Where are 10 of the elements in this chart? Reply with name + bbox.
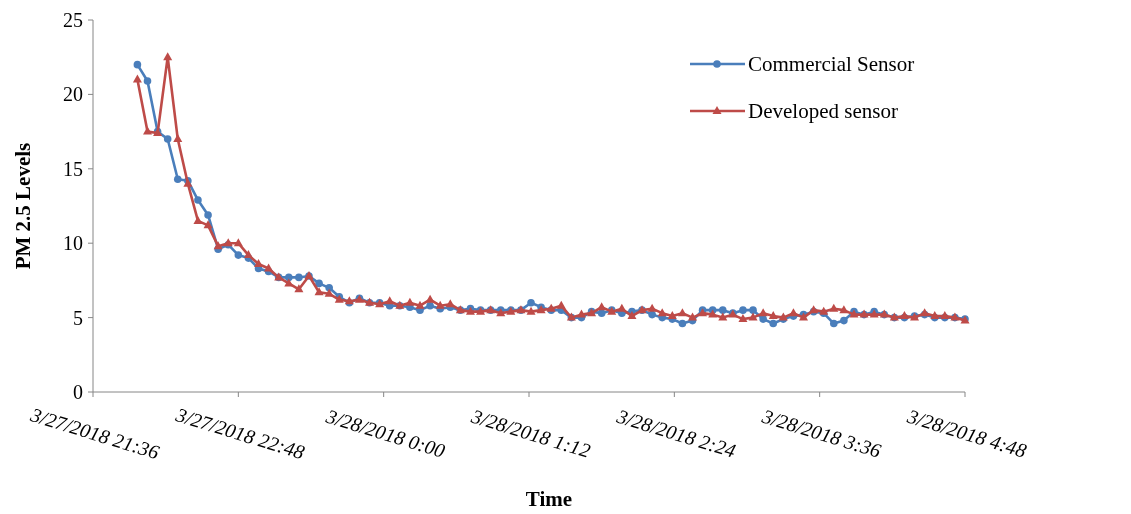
x-axis-title: Time	[525, 487, 573, 511]
y-tick-label: 0	[73, 381, 83, 403]
y-tick-label: 10	[63, 232, 83, 255]
legend-label: Developed sensor	[748, 99, 898, 124]
y-axis-title: PM 2.5 Levels	[11, 142, 35, 270]
legend-label: Commercial Sensor	[748, 52, 915, 77]
y-tick-label: 20	[63, 83, 83, 106]
y-tick-label: 15	[63, 157, 83, 180]
y-tick-label: 5	[73, 306, 83, 329]
y-tick-label: 25	[63, 9, 83, 31]
